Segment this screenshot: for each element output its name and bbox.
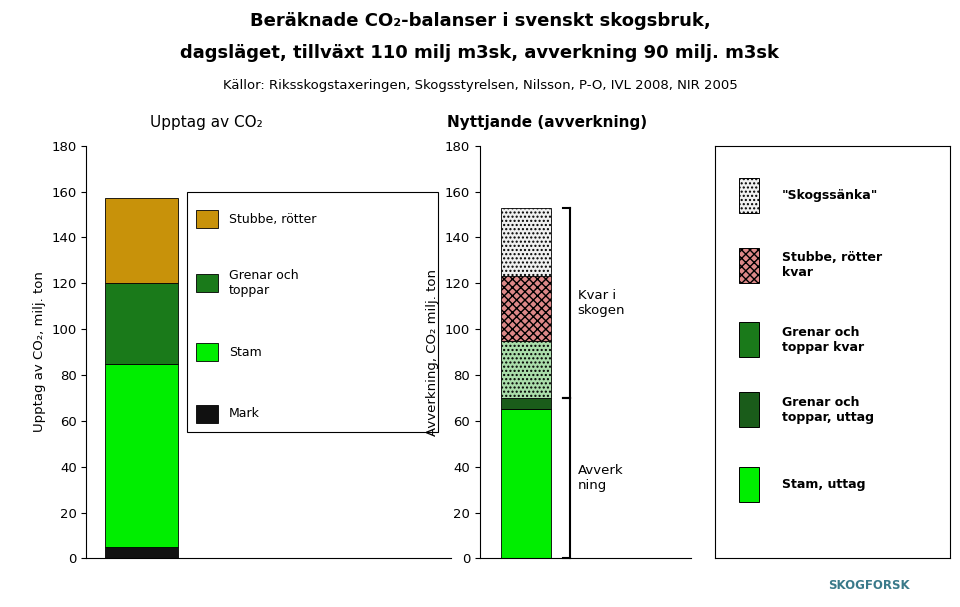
Bar — [739, 467, 758, 501]
Text: Stubbe, rötter: Stubbe, rötter — [228, 212, 316, 226]
Text: Grenar och
toppar: Grenar och toppar — [228, 270, 299, 297]
Text: Upptag av CO₂: Upptag av CO₂ — [150, 115, 263, 131]
Bar — [105, 198, 178, 283]
Bar — [501, 409, 551, 558]
Text: Grenar och
toppar kvar: Grenar och toppar kvar — [782, 326, 864, 354]
Bar — [196, 343, 218, 361]
Text: Stam: Stam — [228, 345, 261, 359]
Bar — [501, 398, 551, 409]
Bar — [196, 210, 218, 228]
Text: Mark: Mark — [228, 407, 259, 421]
Y-axis label: Avverkning, CO₂ milj. ton: Avverkning, CO₂ milj. ton — [426, 268, 440, 436]
Text: "Skogssänka": "Skogssänka" — [782, 189, 878, 202]
Bar — [186, 192, 439, 432]
Bar — [739, 248, 758, 283]
Text: SKOGFORSK: SKOGFORSK — [828, 579, 910, 592]
Y-axis label: Upptag av CO₂, milj. ton: Upptag av CO₂, milj. ton — [33, 271, 46, 433]
Text: Källor: Riksskogstaxeringen, Skogsstyrelsen, Nilsson, P-O, IVL 2008, NIR 2005: Källor: Riksskogstaxeringen, Skogsstyrel… — [223, 79, 737, 92]
Bar — [196, 274, 218, 293]
Bar — [501, 208, 551, 276]
Bar — [105, 547, 178, 558]
Bar — [105, 364, 178, 547]
Text: Beräknade CO₂-balanser i svenskt skogsbruk,: Beräknade CO₂-balanser i svenskt skogsbr… — [250, 12, 710, 30]
Bar — [739, 178, 758, 212]
Text: dagsläget, tillväxt 110 milj m3sk, avverkning 90 milj. m3sk: dagsläget, tillväxt 110 milj m3sk, avver… — [180, 44, 780, 62]
Bar — [196, 405, 218, 423]
Text: Avverk
ning: Avverk ning — [578, 464, 623, 492]
Bar — [739, 392, 758, 427]
Text: Stubbe, rötter
kvar: Stubbe, rötter kvar — [782, 251, 882, 279]
Bar — [501, 276, 551, 341]
Text: Kvar i
skogen: Kvar i skogen — [578, 289, 625, 317]
Bar — [739, 322, 758, 357]
Bar — [501, 341, 551, 398]
Text: Grenar och
toppar, uttag: Grenar och toppar, uttag — [782, 396, 875, 424]
Text: Stam, uttag: Stam, uttag — [782, 478, 866, 490]
Text: Nyttjande (avverkning): Nyttjande (avverkning) — [447, 115, 647, 131]
Bar — [105, 283, 178, 364]
